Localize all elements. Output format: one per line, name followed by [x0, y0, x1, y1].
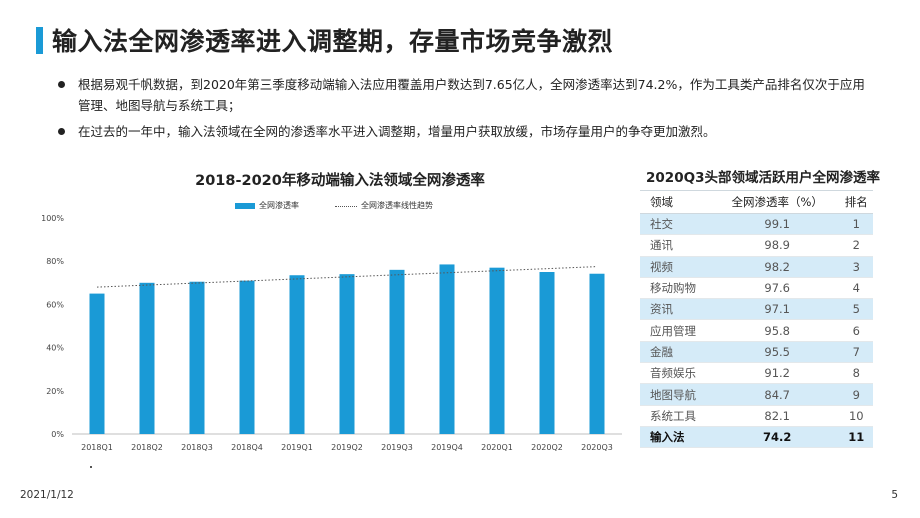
table-row: 视频 98.2 3 — [640, 256, 873, 278]
y-tick-label: 0% — [51, 430, 64, 439]
table-row: 地图导航 84.7 9 — [640, 383, 873, 406]
legend-label-trend: 全网渗透率线性趋势 — [361, 201, 433, 210]
y-tick-label: 40% — [46, 344, 64, 353]
table-cell: 98.9 — [714, 234, 840, 257]
table-cell: 系统工具 — [640, 405, 715, 427]
table-cell: 97.6 — [714, 277, 840, 300]
penetration-table: 领域 全网渗透率（%） 排名 社交 99.1 1 通讯 98.9 2 视频 98.2 3 移动购物… — [640, 190, 873, 449]
table-row: 系统工具 82.1 10 — [640, 405, 873, 427]
bullet-text: 根据易观千帆数据，到2020年第三季度移动端输入法应用覆盖用户数达到7.65亿人… — [78, 77, 865, 113]
x-tick-label: 2018Q3 — [181, 443, 213, 452]
bar — [289, 275, 305, 434]
x-tick-label: 2019Q2 — [331, 443, 363, 452]
table-cell: 82.1 — [714, 405, 840, 427]
legend-label-series: 全网渗透率 — [259, 201, 299, 210]
table-header-cell: 全网渗透率（%） — [714, 190, 840, 214]
table-cell: 84.7 — [714, 383, 840, 406]
table-cell: 移动购物 — [640, 277, 715, 300]
table-cell: 地图导航 — [640, 383, 715, 406]
bullet-list: 根据易观千帆数据，到2020年第三季度移动端输入法应用覆盖用户数达到7.65亿人… — [56, 74, 876, 147]
table-cell: 通讯 — [640, 234, 715, 257]
table-cell: 4 — [839, 277, 873, 300]
y-tick-label: 100% — [41, 214, 64, 223]
x-tick-label: 2018Q2 — [131, 443, 163, 452]
page-number: 5 — [891, 489, 898, 501]
x-tick-label: 2019Q3 — [381, 443, 413, 452]
table-cell: 应用管理 — [640, 319, 715, 342]
table-cell: 2 — [839, 234, 873, 257]
x-tick-label: 2018Q1 — [81, 443, 113, 452]
table-cell: 95.5 — [714, 341, 840, 364]
bar — [439, 264, 455, 434]
table-cell: 视频 — [640, 256, 715, 278]
table-cell: 7 — [839, 341, 873, 364]
y-tick-label: 20% — [46, 387, 64, 396]
legend-bar-swatch — [235, 203, 255, 209]
table-row: 通讯 98.9 2 — [640, 234, 873, 257]
table-cell: 98.2 — [714, 256, 840, 278]
chart-title: 2018-2020年移动端输入法领域全网渗透率 — [195, 173, 485, 189]
table-cell: 9 — [839, 383, 873, 406]
footer-date: 2021/1/12 — [20, 489, 74, 501]
title-accent-bar — [36, 27, 43, 54]
bar — [139, 282, 155, 434]
table-cell: 5 — [839, 298, 873, 321]
x-tick-label: 2019Q1 — [281, 443, 313, 452]
x-tick-label: 2020Q1 — [481, 443, 513, 452]
x-tick-label: 2019Q4 — [431, 443, 463, 452]
bar — [339, 274, 355, 434]
table-row: 社交 99.1 1 — [640, 213, 873, 236]
table-row: 移动购物 97.6 4 — [640, 277, 873, 300]
bar — [539, 272, 555, 434]
table-cell: 95.8 — [714, 319, 840, 342]
table-cell: 资讯 — [640, 298, 715, 321]
table-row: 应用管理 95.8 6 — [640, 319, 873, 342]
table-cell: 输入法 — [640, 426, 715, 449]
bar — [89, 293, 105, 434]
bullet-item: 在过去的一年中，输入法领域在全网的渗透率水平进入调整期，增量用户获取放缓，市场存… — [56, 121, 876, 142]
table-cell: 3 — [839, 256, 873, 278]
table-cell: 8 — [839, 362, 873, 385]
table-header-cell: 排名 — [839, 190, 873, 214]
table-title: 2020Q3头部领域活跃用户全网渗透率 — [646, 170, 880, 186]
table-cell: 1 — [839, 213, 873, 236]
table-cell: 社交 — [640, 213, 715, 236]
x-tick-label: 2018Q4 — [231, 443, 263, 452]
table-cell: 74.2 — [714, 426, 840, 449]
bullet-dot-icon — [58, 81, 65, 88]
page-title: 输入法全网渗透率进入调整期，存量市场竞争激烈 — [52, 27, 614, 56]
x-tick-label: 2020Q3 — [581, 443, 613, 452]
bullet-item: 根据易观千帆数据，到2020年第三季度移动端输入法应用覆盖用户数达到7.65亿人… — [56, 74, 876, 116]
table-cell: 金融 — [640, 341, 715, 364]
legend-trend-swatch — [335, 206, 357, 207]
table-cell: 11 — [839, 426, 873, 449]
bar — [239, 280, 255, 434]
x-tick-label: 2020Q2 — [531, 443, 563, 452]
bar — [589, 273, 605, 434]
bullet-dot-icon — [58, 128, 65, 135]
y-tick-label: 80% — [46, 257, 64, 266]
bar-chart: 0% 20% 40% 60% 80% 100% 2018Q1 2018Q2 2018Q3 2018… — [41, 214, 622, 452]
table-row: 资讯 97.1 5 — [640, 298, 873, 321]
bar — [389, 269, 405, 434]
y-tick-label: 60% — [46, 300, 64, 309]
bar — [189, 281, 205, 434]
table-row: 金融 95.5 7 — [640, 341, 873, 364]
bullet-text: 在过去的一年中，输入法领域在全网的渗透率水平进入调整期，增量用户获取放缓，市场存… — [78, 124, 716, 139]
source-dot — [90, 466, 92, 468]
table-cell: 6 — [839, 319, 873, 342]
bar — [489, 267, 505, 434]
table-cell: 99.1 — [714, 213, 840, 236]
table-cell: 91.2 — [714, 362, 840, 385]
trend-line — [96, 266, 598, 288]
table-header-cell: 领域 — [640, 190, 715, 214]
table-row: 音频娱乐 91.2 8 — [640, 362, 873, 385]
table-row: 输入法 74.2 11 — [640, 426, 873, 449]
table-cell: 10 — [839, 405, 873, 427]
table-cell: 音频娱乐 — [640, 362, 715, 385]
table-header-row: 领域 全网渗透率（%） 排名 — [640, 190, 873, 214]
table-cell: 97.1 — [714, 298, 840, 321]
